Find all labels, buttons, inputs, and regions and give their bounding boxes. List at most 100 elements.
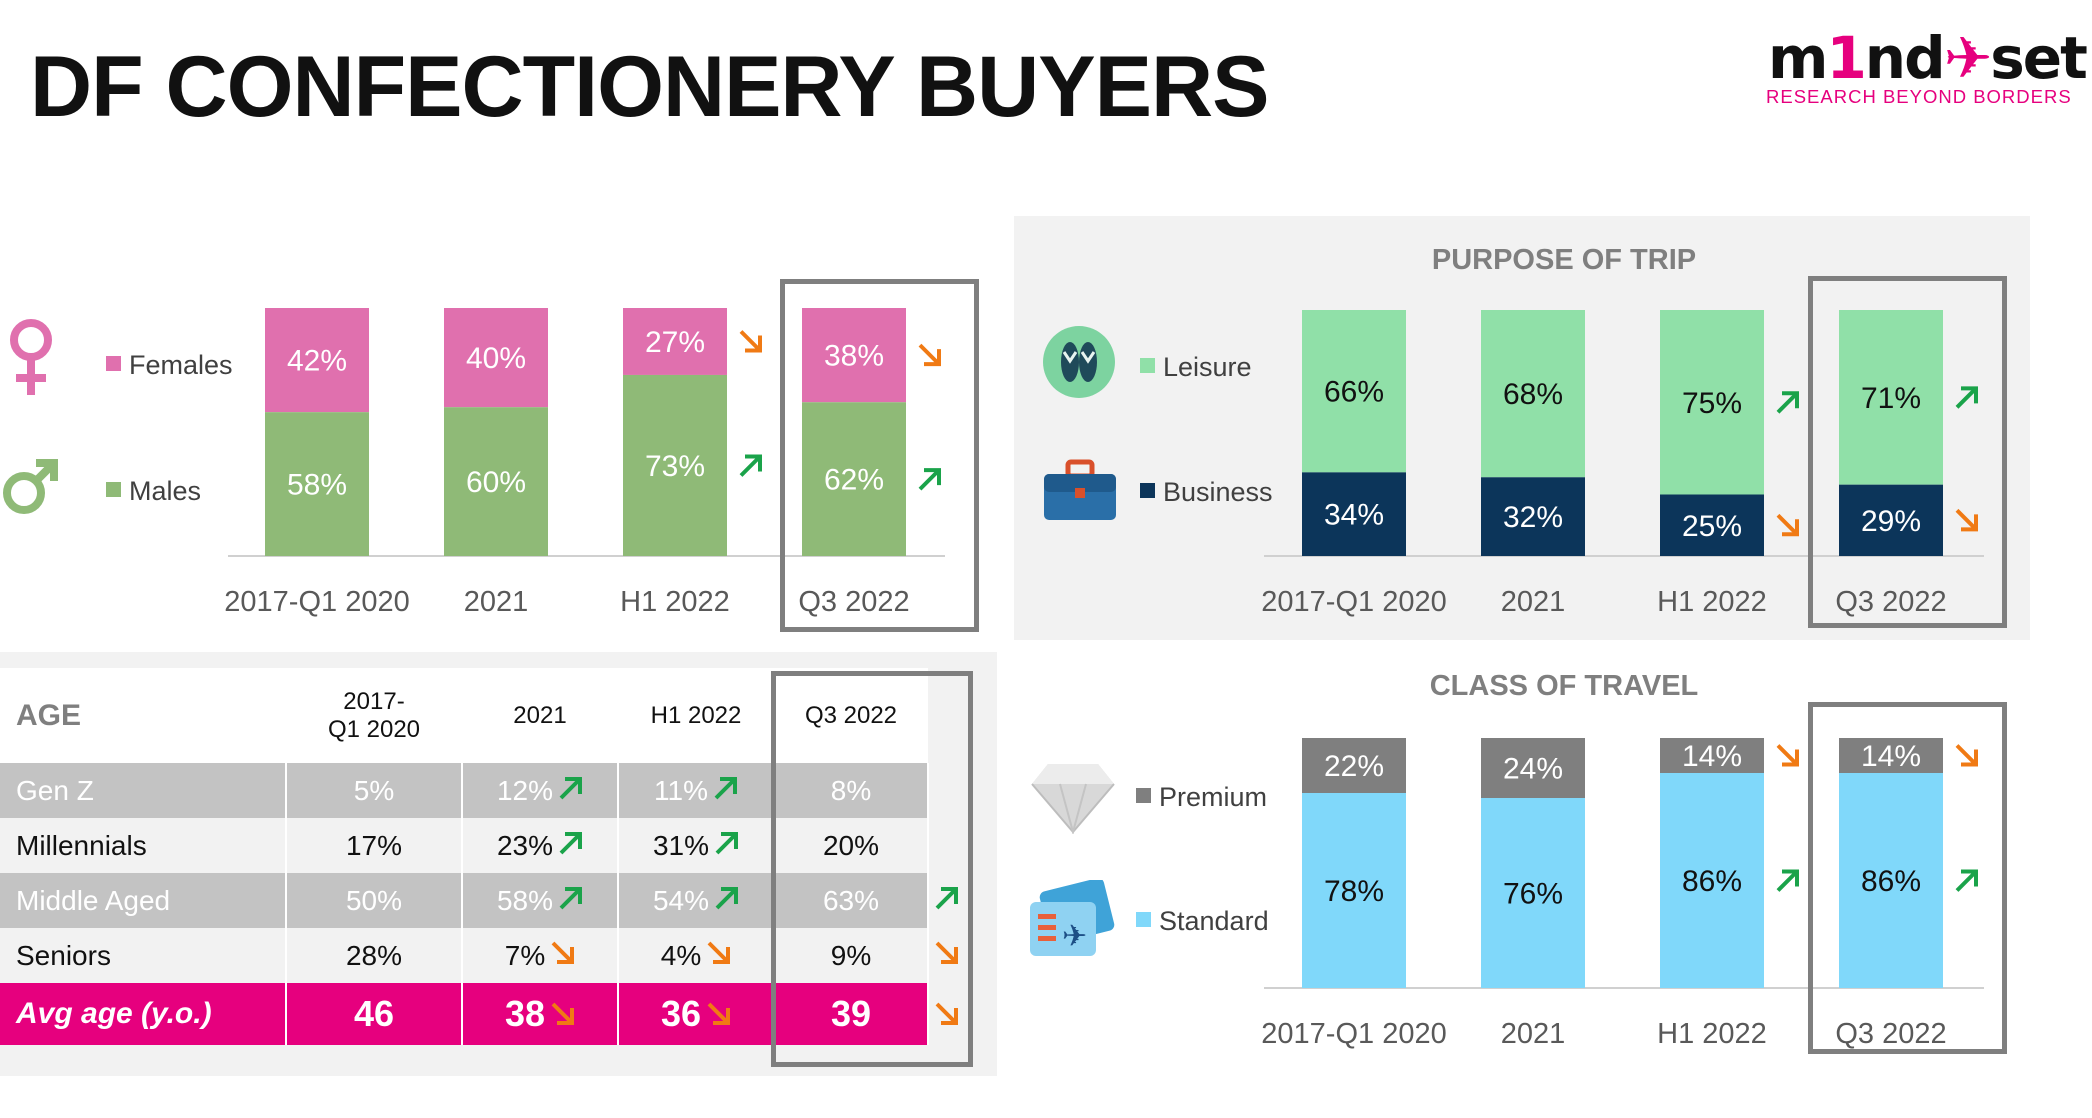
table-cell: 39 [774, 983, 929, 1045]
trend-up-icon [559, 775, 583, 807]
data-label: 68% [1503, 378, 1563, 411]
trend-down-icon [1776, 513, 1799, 537]
trend-up-icon [1955, 869, 1978, 892]
data-label: 38% [824, 340, 884, 373]
table-cell: 11% [618, 763, 775, 818]
cell-value: 58% [496, 884, 554, 916]
x-tick-label: 2017-Q1 2020 [224, 586, 409, 618]
table-cell: 20% [774, 818, 929, 873]
table-row: Avg age (y.o.) 46 38 36 39 [0, 983, 958, 1045]
cell-value: 12% [496, 774, 554, 806]
cell-value: 54% [652, 884, 710, 916]
bar-males-3 [802, 402, 906, 556]
trend-up-icon [1776, 869, 1799, 892]
table-cell: 38 [462, 983, 619, 1045]
cell-value: 20% [822, 829, 880, 861]
bar-leisure-2 [1660, 310, 1764, 495]
bar-business-0 [1302, 472, 1406, 556]
bar-standard-2 [1660, 773, 1764, 988]
row-label: Gen Z [0, 763, 287, 818]
table-cell: 17% [286, 818, 463, 873]
data-label: 27% [645, 326, 705, 359]
column-header: 2021 [462, 668, 618, 763]
bar-business-3 [1839, 484, 1943, 556]
bar-leisure-1 [1481, 310, 1585, 478]
legend-males: Males [106, 476, 201, 507]
data-label: 75% [1682, 387, 1742, 420]
bar-standard-3 [1839, 773, 1943, 988]
table-cell: 5% [286, 763, 463, 818]
trend-up-icon [1776, 391, 1799, 414]
table-cell: 31% [618, 818, 775, 873]
table-row: Gen Z 5% 12% 11% 8% [0, 763, 929, 818]
table-cell: 28% [286, 928, 463, 983]
flip-flops-icon [1042, 325, 1116, 399]
page-title: DF CONFECTIONERY BUYERS [30, 39, 1269, 135]
x-tick-label: 2021 [1501, 586, 1566, 618]
purpose-chart: 66% 34% 2017-Q1 2020 68% 32% 2021 75% 25% H1 202… [1261, 310, 1984, 618]
highlight-box-age [771, 671, 973, 1067]
data-label: 40% [466, 342, 526, 375]
trend-down-icon [1776, 744, 1799, 767]
table-cell: 8% [774, 763, 929, 818]
legend-premium: Premium [1136, 782, 1267, 813]
trend-down-icon [707, 940, 731, 972]
row-label: Middle Aged [0, 873, 287, 928]
trend-up-icon [1955, 386, 1978, 409]
cell-value: 23% [496, 829, 554, 861]
bar-leisure-0 [1302, 310, 1406, 473]
cell-value: 5% [353, 774, 395, 806]
data-label: 14% [1682, 740, 1742, 773]
highlight-box-class [1808, 702, 2007, 1054]
bar-standard-1 [1481, 798, 1585, 988]
cell-value: 63% [822, 884, 880, 916]
female-symbol-icon [0, 310, 60, 400]
trend-up-icon [715, 830, 739, 862]
x-tick-label: H1 2022 [1657, 586, 1767, 618]
trend-up-icon [714, 775, 738, 807]
row-label: Avg age (y.o.) [0, 983, 287, 1045]
cell-value: 31% [652, 829, 710, 861]
table-cell: 54% [618, 873, 775, 928]
data-label: 42% [287, 345, 347, 378]
trend-down-icon [918, 343, 941, 367]
cell-value: 9% [830, 939, 872, 971]
table-cell: 46 [286, 983, 463, 1045]
highlight-box-purpose [1808, 276, 2007, 628]
trend-up-icon [918, 468, 941, 491]
table-cell: 12% [462, 763, 619, 818]
table-cell: 58% [462, 873, 619, 928]
bar-premium-1 [1481, 738, 1585, 798]
male-symbol-icon [0, 455, 62, 517]
x-tick-label: 2017-Q1 2020 [1261, 1018, 1446, 1050]
trend-down-icon [1955, 744, 1978, 767]
svg-text:✈: ✈ [1062, 920, 1087, 953]
bar-females-0 [265, 308, 369, 413]
data-label: 62% [824, 464, 884, 497]
briefcase-icon [1042, 458, 1118, 524]
plane-icon: ✈ [1943, 24, 1993, 92]
x-tick-label: 2021 [1501, 1018, 1566, 1050]
x-tick-label: H1 2022 [1657, 1018, 1767, 1050]
bar-females-3 [802, 308, 906, 403]
trend-up-icon [935, 885, 959, 917]
data-label: 58% [287, 469, 347, 502]
cell-value: 39 [830, 993, 872, 1034]
x-tick-label: Q3 2022 [1835, 586, 1946, 618]
data-label: 86% [1861, 865, 1921, 898]
data-label: 73% [645, 450, 705, 483]
data-label: 76% [1503, 878, 1563, 911]
data-label: 14% [1861, 740, 1921, 773]
table-row: Seniors 28% 7% 4% 9% [0, 928, 958, 983]
table-cell: 9% [774, 928, 929, 983]
trend-down-icon [935, 993, 959, 1035]
mindset-logo: m1nd✈set RESEARCH BEYOND BORDERS [1766, 24, 2088, 107]
x-tick-label: Q3 2022 [1835, 1018, 1946, 1050]
data-label: 22% [1324, 750, 1384, 783]
cell-value: 4% [660, 939, 702, 971]
bar-premium-2 [1660, 738, 1764, 773]
gender-chart: 42% 58% 2017-Q1 2020 40% 60% 2021 27% 73% H1 202… [224, 308, 945, 618]
bar-females-2 [623, 308, 727, 375]
table-cell: 63% [774, 873, 929, 928]
